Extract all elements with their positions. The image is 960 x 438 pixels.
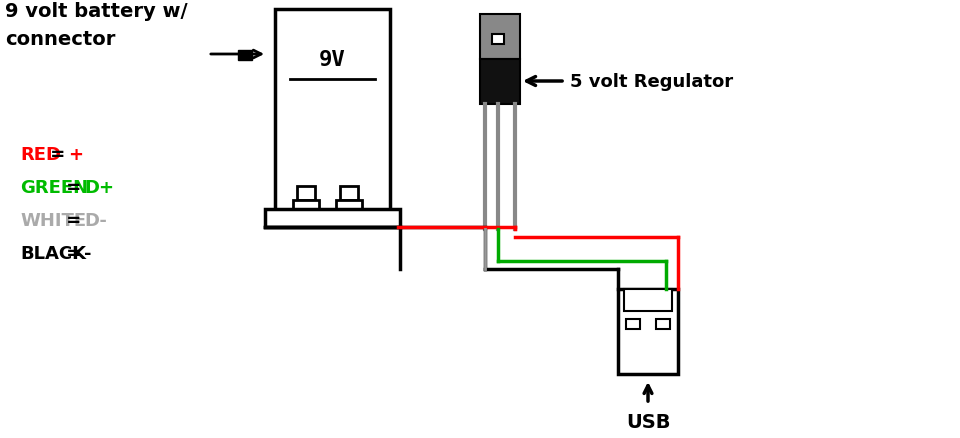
- Bar: [656, 319, 670, 329]
- Text: D-: D-: [84, 212, 107, 230]
- Text: BLACK: BLACK: [20, 244, 86, 262]
- Bar: [340, 187, 358, 201]
- Bar: [618, 290, 678, 374]
- Text: +: +: [68, 146, 83, 164]
- Bar: [293, 201, 319, 215]
- Text: WHITE: WHITE: [20, 212, 86, 230]
- Text: =: =: [60, 244, 87, 262]
- Text: USB: USB: [626, 412, 670, 431]
- Bar: [238, 51, 252, 61]
- Text: =: =: [60, 179, 87, 197]
- Bar: [624, 290, 672, 311]
- Bar: [336, 201, 362, 215]
- Text: RED: RED: [20, 146, 61, 164]
- Bar: [626, 319, 640, 329]
- Bar: [297, 187, 315, 201]
- Text: 9V: 9V: [319, 50, 346, 70]
- Text: =: =: [44, 146, 71, 164]
- Bar: [480, 60, 520, 105]
- Text: connector: connector: [5, 30, 115, 49]
- Bar: [480, 15, 520, 60]
- Text: =: =: [60, 212, 87, 230]
- Text: D+: D+: [84, 179, 114, 197]
- Text: 5 volt Regulator: 5 volt Regulator: [570, 73, 733, 91]
- Text: -: -: [84, 244, 91, 262]
- Text: 9 volt battery w/: 9 volt battery w/: [5, 2, 187, 21]
- Text: GREEN: GREEN: [20, 179, 88, 197]
- Bar: [275, 10, 390, 215]
- Bar: [492, 35, 504, 45]
- Bar: [265, 209, 400, 227]
